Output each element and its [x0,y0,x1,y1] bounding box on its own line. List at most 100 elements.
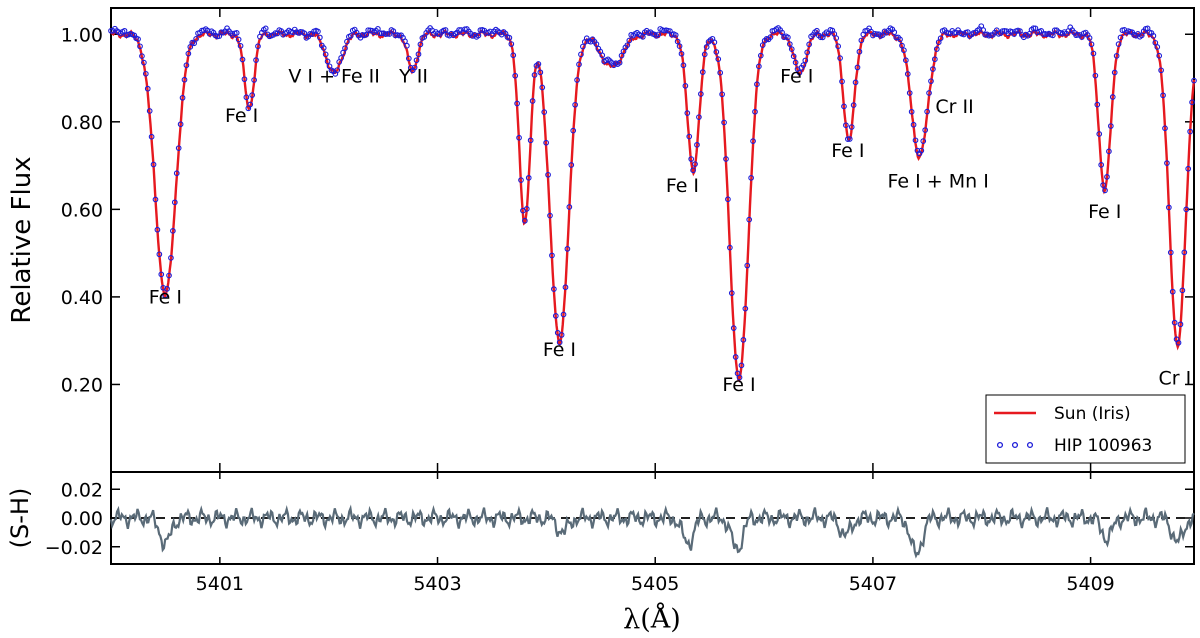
x-ticks: 5401 5403 5405 5407 5409 [196,8,1115,595]
hip-100963-point [154,226,161,233]
hip-100963-point [241,76,248,83]
hip-100963-point [736,374,743,381]
hip-100963-point [688,156,695,162]
x-tick-label: 5403 [413,573,461,595]
hip-100963-point [848,124,855,130]
x-tick-label: 5401 [196,573,244,595]
hip-100963-point [415,51,422,58]
hip-100963-point [727,244,733,251]
hip-100963-point [139,53,145,59]
hip-100963-point [529,98,536,104]
main-y-tick-label: 0.40 [61,287,103,309]
hip-100963-point [696,114,702,121]
hip-100963-point [516,134,522,141]
hip-100963-point [514,100,520,107]
hip-100963-point [817,34,824,41]
hip-100963-point [1086,35,1093,41]
hip-100963-point [692,161,698,167]
residual-y-axis-label: (S-H) [6,488,34,549]
hip-100963-point [725,196,731,203]
hip-100963-point [750,138,756,144]
hip-100963-point [171,199,178,206]
hip-100963-point [599,52,606,59]
hip-100963-point [572,101,578,108]
x-axis-label: λ(Å) [623,602,681,635]
hip-100963-point [233,30,240,36]
hip-100963-point [1181,249,1188,256]
hip-100963-point [556,339,563,346]
hip-100963-point [243,94,250,101]
line-label: Y II [398,65,428,87]
x-tick-label: 5405 [631,573,679,595]
hip-100963-point [728,290,735,296]
hip-100963-point [920,138,927,144]
hip-100963-point [694,141,700,148]
hip-100963-point [173,170,180,177]
hip-100963-point [854,64,861,71]
sun-iris-line-path [110,28,1196,383]
line-label: Fe I [666,175,699,197]
line-label: Cr II [1159,367,1197,389]
hip-100963-point [344,38,350,45]
residual-y-tick-label: 0.00 [61,508,103,530]
hip-100963-point [324,58,331,65]
hip-100963-point [363,31,370,38]
hip-100963-point [334,67,341,73]
hip-100963-point [456,27,462,33]
hip-100963-point [1111,69,1118,76]
hip-100963-point [891,29,898,36]
hip-100963-point [906,90,913,96]
hip-100963-point [342,45,348,52]
residual-y-tick-label: −0.02 [45,537,103,559]
hip-100963-point [152,196,159,203]
hip-100963-point [752,108,758,115]
hip-100963-point [713,49,720,55]
hip-100963-point [1113,53,1120,59]
hip-100963-point [792,59,799,66]
hip-100963-point [522,217,528,224]
hip-100963-point [719,91,725,98]
hip-100963-point [1107,123,1114,129]
hip-100963-point [535,61,542,67]
hip-100963-point [802,57,809,64]
hip-100963-point [1150,32,1157,39]
hip-100963-point [253,57,259,63]
hip-100963-point [183,62,190,69]
hip-100963-point [365,27,372,34]
hip-100963-point [910,121,917,128]
hip-100963-point [239,56,246,63]
hip-100963-point [404,42,410,49]
hip-100963-point [510,52,517,59]
hip-100963-point [141,59,147,66]
hip-100963-point [1162,125,1168,132]
hip-100963-point [922,127,929,133]
hip-100963-point [924,108,930,115]
hip-100963-point [901,47,907,54]
hip-100963-point [1104,174,1110,180]
hip-100963-point [168,255,174,261]
hip-100963-point [980,27,987,33]
hip-100963-point [508,41,515,47]
hip-100963-point [146,108,153,114]
hip-100963-point [672,32,679,38]
main-y-axis-label: Relative Flux [7,156,37,323]
hip-100963-point [1117,34,1124,41]
hip-100963-point [1109,94,1116,100]
hip-100963-point [639,34,646,40]
hip-100963-point [701,51,708,58]
hip-100963-point [945,30,952,37]
residual-y-tick-label: 0.02 [61,479,103,501]
legend-hip-swatch [996,441,1004,449]
residual-y-ticks: −0.02 0.00 0.02 [45,479,1194,559]
hip-100963-point [1154,44,1161,50]
hip-100963-point [1191,77,1197,84]
hip-100963-point [732,354,739,360]
hip-100963-point [1189,99,1195,106]
hip-100963-point [730,325,737,331]
main-y-ticks: 0.20 0.40 0.60 0.80 1.00 [61,24,1194,396]
line-label: Fe I [225,105,258,127]
hip-100963-point [552,313,559,319]
hip-100963-point [856,48,863,55]
hip-100963-point [937,35,944,42]
hip-100963-point [545,171,551,178]
